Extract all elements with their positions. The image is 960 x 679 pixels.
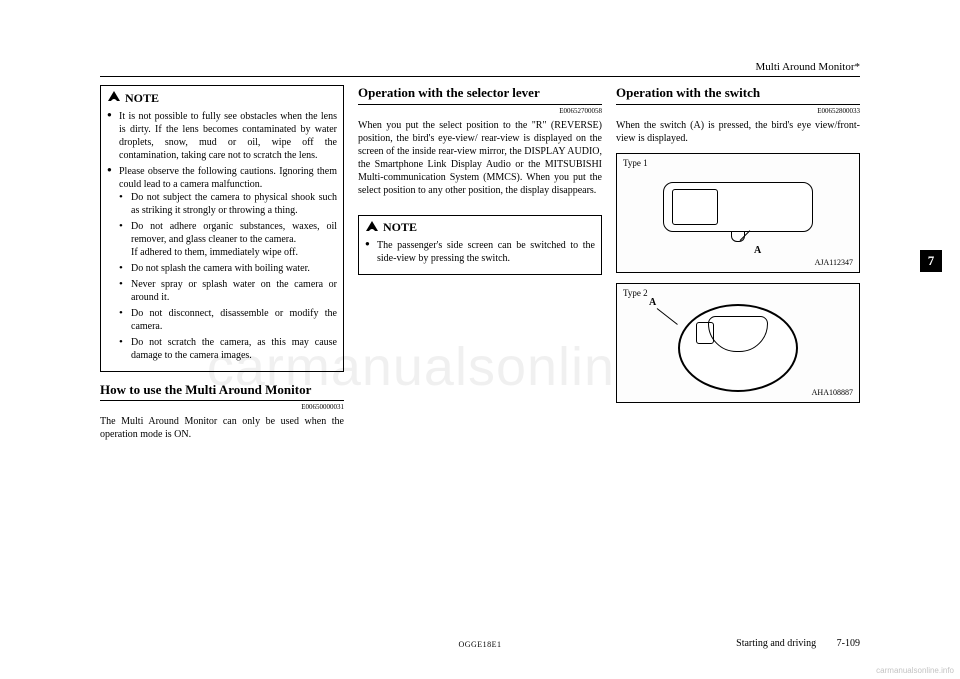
mirror-screen bbox=[672, 189, 718, 225]
note-title: NOTE bbox=[107, 90, 337, 107]
note-subitem: Do not subject the camera to physical sh… bbox=[119, 191, 337, 217]
column-3: Operation with the switch E00652800033 W… bbox=[616, 85, 860, 449]
footer-page-number: 7-109 bbox=[837, 638, 860, 649]
section-body: The Multi Around Monitor can only be use… bbox=[100, 415, 344, 441]
section-code: E00652800033 bbox=[616, 107, 860, 116]
footer-section-name: Starting and driving bbox=[736, 638, 816, 649]
note-subitem: Never spray or splash water on the cam­e… bbox=[119, 278, 337, 304]
note-icon bbox=[365, 220, 379, 237]
note-list: It is not possible to fully see obstacle… bbox=[107, 110, 337, 362]
watermark-corner: carmanualsonline.info bbox=[876, 666, 954, 675]
note-item-text: Please observe the following cautions. I… bbox=[119, 166, 337, 190]
figure-type-label: Type 1 bbox=[623, 158, 648, 170]
callout-line bbox=[657, 308, 678, 325]
note-subitem: Do not splash the camera with boiling wa… bbox=[119, 262, 337, 275]
figure-type-2: Type 2 A AHA108887 bbox=[616, 283, 860, 403]
footer-right: Starting and driving 7-109 bbox=[736, 638, 860, 649]
note-list: The passenger's side screen can be switc… bbox=[365, 239, 595, 265]
note-box-1: NOTE It is not possible to fully see obs… bbox=[100, 85, 344, 372]
note-item: The passenger's side screen can be switc… bbox=[365, 239, 595, 265]
column-1: NOTE It is not possible to fully see obs… bbox=[100, 85, 344, 449]
note-icon bbox=[107, 90, 121, 107]
figure-type-label: Type 2 bbox=[623, 288, 648, 300]
section-body: When the switch (A) is pressed, the bird… bbox=[616, 119, 860, 145]
callout-marker-a: A bbox=[649, 296, 656, 309]
section-code: E00650000031 bbox=[100, 403, 344, 412]
section-body: When you put the select position to the … bbox=[358, 119, 602, 197]
page: Multi Around Monitor* NOTE It is not pos… bbox=[100, 60, 860, 620]
columns: NOTE It is not possible to fully see obs… bbox=[100, 85, 860, 449]
note-label: NOTE bbox=[125, 91, 159, 107]
chapter-tab: 7 bbox=[920, 250, 942, 272]
section-title-switch: Operation with the switch bbox=[616, 85, 860, 104]
section-code: E00652700058 bbox=[358, 107, 602, 116]
callout-marker-a: A bbox=[754, 244, 761, 257]
note-item: It is not possible to fully see obstacle… bbox=[107, 110, 337, 162]
note-item: Please observe the following cautions. I… bbox=[107, 165, 337, 362]
section-title-selector-lever: Operation with the selector lev­er bbox=[358, 85, 602, 104]
note-label: NOTE bbox=[383, 220, 417, 236]
note-title: NOTE bbox=[365, 220, 595, 237]
note-subitem: Do not scratch the camera, as this may c… bbox=[119, 336, 337, 362]
note-box-2: NOTE The passenger's side screen can be … bbox=[358, 215, 602, 276]
mirror-illustration bbox=[663, 182, 813, 232]
page-header-title: Multi Around Monitor* bbox=[100, 60, 860, 77]
figure-code: AHA108887 bbox=[812, 388, 853, 398]
section-title-how-to-use: How to use the Multi Around Monitor bbox=[100, 382, 344, 401]
note-subitem: Do not adhere organic substances, waxes,… bbox=[119, 220, 337, 259]
figure-type-1: Type 1 A AJA112347 bbox=[616, 153, 860, 273]
wheel-buttons bbox=[696, 322, 714, 344]
note-subitem: Do not disconnect, disassemble or modify… bbox=[119, 307, 337, 333]
note-sublist: Do not subject the camera to physical sh… bbox=[119, 191, 337, 362]
figure-code: AJA112347 bbox=[815, 258, 853, 268]
footer-doc-ref: OGGE18E1 bbox=[458, 640, 501, 649]
column-2: Operation with the selector lev­er E0065… bbox=[358, 85, 602, 449]
